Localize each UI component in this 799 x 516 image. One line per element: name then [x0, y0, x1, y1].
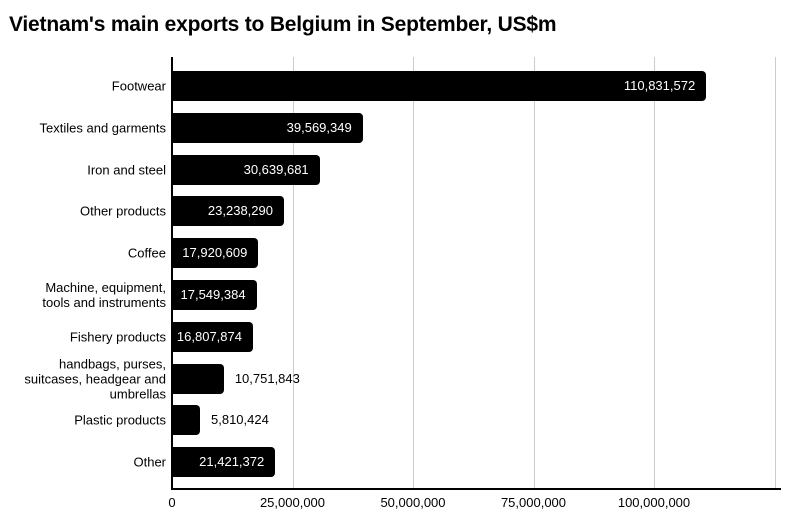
gridline	[413, 57, 414, 489]
bar	[172, 238, 259, 269]
category-label: Iron and steel	[87, 162, 166, 178]
bar	[172, 112, 363, 143]
gridline	[533, 57, 535, 489]
bar	[172, 154, 320, 185]
x-tick-label: 50,000,000	[380, 495, 446, 510]
category-label: handbags, purses, suitcases, headgear an…	[24, 356, 166, 402]
value-label: 23,238,290	[207, 203, 273, 219]
value-label: 39,569,349	[286, 119, 352, 135]
category-label: Other products	[80, 203, 166, 219]
category-label: Footwear	[111, 78, 166, 94]
y-axis-line	[171, 57, 173, 490]
gridline	[292, 57, 294, 489]
bar	[172, 196, 284, 227]
x-tick-label: 25,000,000	[259, 495, 326, 510]
category-label: Textiles and garments	[39, 120, 166, 136]
x-tick-label: 75,000,000	[500, 495, 567, 510]
gridline	[774, 57, 776, 489]
x-tick-label: 100,000,000	[617, 495, 691, 510]
bar	[172, 447, 276, 478]
category-label: Coffee	[127, 245, 166, 261]
value-label: 10,751,843	[234, 370, 300, 386]
category-label: Machine, equipment, tools and instrument…	[42, 280, 166, 310]
value-label: 21,421,372	[199, 454, 265, 470]
category-label: Other	[133, 454, 166, 470]
gridline	[654, 57, 655, 489]
bar	[172, 405, 200, 436]
value-label: 17,549,384	[180, 287, 246, 302]
bar	[172, 280, 257, 310]
x-tick-label: 0	[168, 495, 176, 510]
x-axis-line	[171, 488, 781, 490]
chart-title: Vietnam's main exports to Belgium in Sep…	[9, 13, 557, 36]
bar	[172, 363, 224, 394]
category-label: Plastic products	[74, 412, 166, 428]
value-label: 30,639,681	[243, 161, 309, 177]
value-label: 5,810,424	[211, 412, 269, 428]
value-label: 17,920,609	[182, 245, 248, 261]
category-label: Fishery products	[69, 329, 166, 345]
bar	[172, 321, 253, 352]
value-label: 110,831,572	[623, 78, 696, 93]
bar	[172, 71, 707, 101]
value-label: 16,807,874	[176, 328, 242, 344]
